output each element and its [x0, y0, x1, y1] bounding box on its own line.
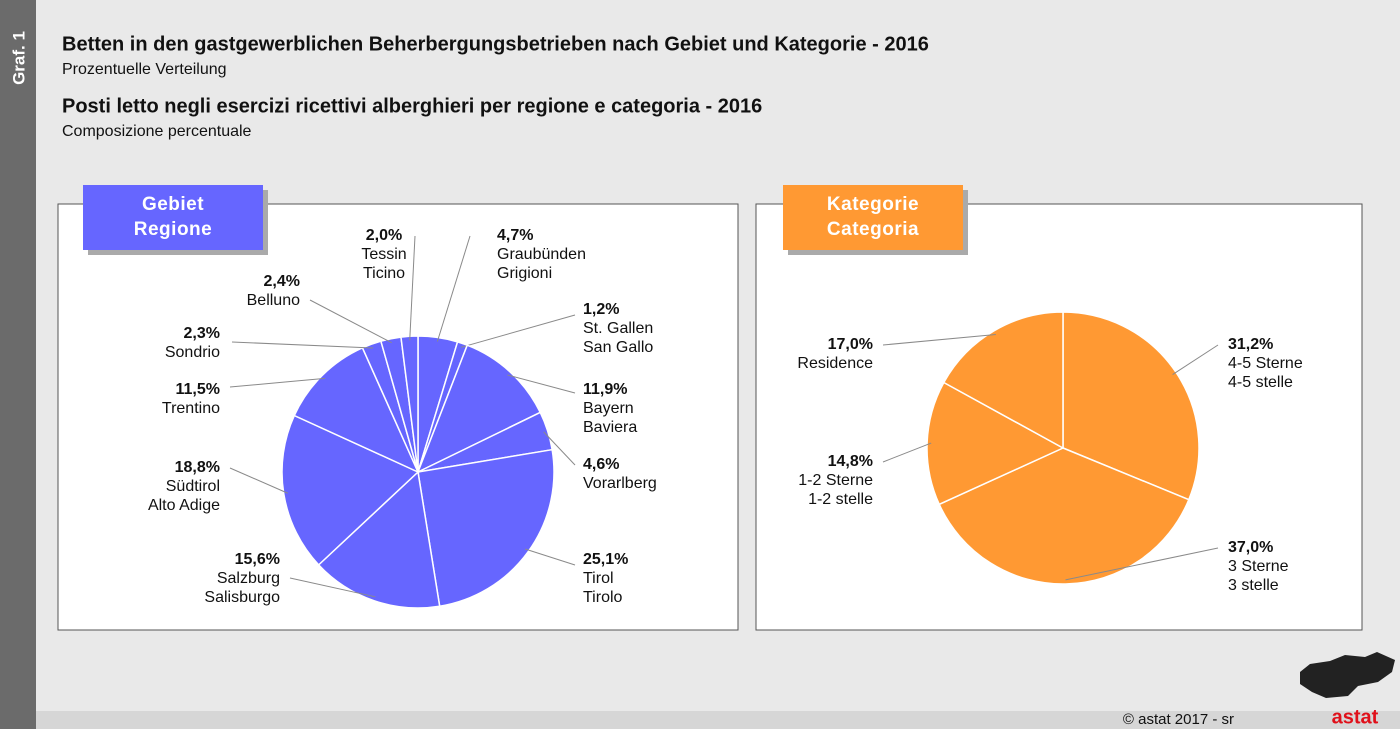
slice-label: Tirolo [583, 589, 623, 606]
slice-label: Tirol [583, 570, 614, 587]
pie-title: Categoria [827, 219, 919, 240]
leader-line [309, 299, 392, 344]
pie-slice [938, 447, 1190, 585]
pie-title: Regione [134, 219, 212, 240]
data-label: 37,0% [1228, 539, 1273, 556]
data-label: 31,2% [1228, 336, 1273, 353]
pie-slice [417, 448, 555, 608]
leader-line [543, 431, 576, 466]
subtitle: Prozentuelle Verteilung [62, 61, 227, 78]
data-label: 4,7% [497, 227, 533, 244]
pie-title: Gebiet [142, 194, 204, 215]
slice-label: Salisburgo [204, 589, 280, 606]
subtitle: Composizione percentuale [62, 123, 252, 140]
slice-label: Ticino [363, 265, 405, 282]
side-label: Graf. 1 [9, 31, 28, 85]
slice-label: Residence [797, 355, 873, 372]
logo: astat [1332, 706, 1379, 728]
data-label: 18,8% [175, 459, 220, 476]
slice-label: 1-2 Sterne [798, 472, 873, 489]
slice-label: Grigioni [497, 265, 552, 282]
leader-line [1172, 344, 1219, 375]
slice-label: Sondrio [165, 344, 220, 361]
pie-slice [926, 381, 1065, 506]
leader-line [229, 377, 326, 388]
leader-line [409, 235, 416, 341]
leader-line [460, 314, 576, 348]
leader-line [436, 235, 471, 342]
title: Posti letto negli esercizi ricettivi alb… [62, 95, 762, 117]
side-bar [0, 0, 36, 729]
pie-slice [942, 311, 1064, 450]
slice-label: Bayern [583, 400, 634, 417]
slice-label: San Gallo [583, 339, 653, 356]
pie-slice [293, 346, 420, 474]
leader-line [229, 467, 288, 494]
pie-slice [317, 470, 441, 609]
slice-label: Graubünden [497, 246, 586, 263]
slice-label: 4-5 stelle [1228, 374, 1293, 391]
data-label: 2,0% [366, 227, 402, 244]
slice-label: Trentino [162, 400, 220, 417]
slice-label: Belluno [247, 292, 300, 309]
data-label: 2,3% [184, 325, 220, 342]
slice-label: Südtirol [166, 478, 220, 495]
data-label: 15,6% [235, 551, 280, 568]
data-label: 25,1% [583, 551, 628, 568]
data-label: 11,9% [583, 381, 627, 398]
pie-title: Kategorie [827, 194, 919, 215]
slice-label: 3 Sterne [1228, 558, 1289, 575]
title: Betten in den gastgewerblichen Beherberg… [62, 33, 929, 55]
pie-slice [281, 414, 420, 566]
slice-label: 3 stelle [1228, 577, 1279, 594]
slice-label: St. Gallen [583, 320, 653, 337]
slice-label: Salzburg [217, 570, 280, 587]
data-label: 1,2% [583, 301, 619, 318]
data-label: 14,8% [828, 453, 873, 470]
slice-label: Tessin [361, 246, 406, 263]
slice-label: Baviera [583, 419, 637, 436]
copyright: © astat 2017 - sr [1123, 711, 1234, 728]
data-label: 4,6% [583, 456, 619, 473]
logo-shape [1300, 652, 1395, 698]
leader-line [882, 442, 932, 463]
tag-box [83, 185, 263, 250]
data-label: 11,5% [176, 381, 220, 398]
leader-line [289, 577, 376, 598]
leader-line [524, 548, 576, 566]
footer-bar [36, 711, 1400, 729]
tag-box [783, 185, 963, 250]
leader-line [231, 341, 373, 349]
leader-line [1065, 547, 1219, 581]
data-label: 2,4% [264, 273, 300, 290]
data-label: 17,0% [828, 336, 873, 353]
leader-line [882, 333, 996, 346]
leader-line [507, 374, 576, 394]
slice-label: 1-2 stelle [808, 491, 873, 508]
slice-label: 4-5 Sterne [1228, 355, 1303, 372]
slice-label: Alto Adige [148, 497, 220, 514]
slice-label: Vorarlberg [583, 475, 657, 492]
pie-slice [416, 344, 542, 474]
